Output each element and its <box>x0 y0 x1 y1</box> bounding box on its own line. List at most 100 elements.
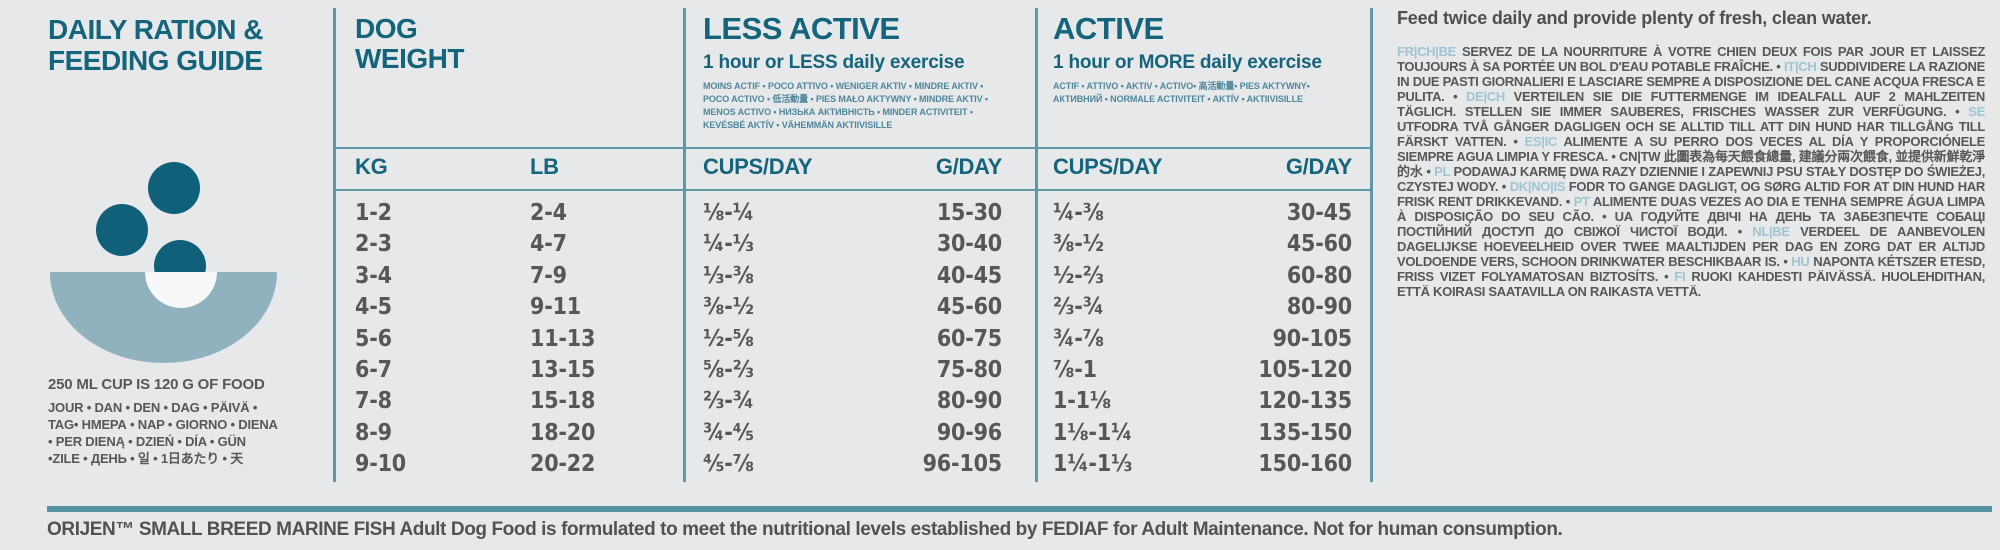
segment-separator: • <box>1506 134 1525 149</box>
table-cell-a_g: 60-80 <box>1286 262 1352 289</box>
active-translations: ACTIF • ATTIVO • AKTIV • ACTIVO• 高活動量• P… <box>1053 81 1310 104</box>
language-text: FODR TO GANGE DAGLIGT, OG SØRG ALTID FOR… <box>1397 179 1986 209</box>
dog-weight-title: DOG WEIGHT <box>355 13 465 75</box>
table-cell-kg: 5-6 <box>355 325 392 352</box>
col-header-kg: KG <box>355 154 388 179</box>
language-text: ALIMENTE DUAS VEZES AO DIA E TENHA SEMPR… <box>1397 194 1985 224</box>
weight-lb-column: 2-4 4-7 7-9 9-11 11-13 13-15 15-18 18-20 20-22 <box>530 198 595 481</box>
less-active-cups-column: ⅛-¼ ¼-⅓ ⅓-⅜ ⅜-½ ½-⅝ ⅝-⅔ ⅔-¾ ¾-⅘ ⅘-⅞ <box>703 198 754 481</box>
table-cell-lb: 4-7 <box>530 231 567 258</box>
table-cell-a_g: 150-160 <box>1258 451 1352 478</box>
active-grams-column: 30-45 45-60 60-80 80-90 90-105 105-120 120-135… <box>1192 198 1352 481</box>
table-cell-la_g: 75-80 <box>936 357 1002 384</box>
language-text: VERDEEL DE AANBEVOLEN DAGELIJKSE HOEVEEL… <box>1397 224 1985 269</box>
less-active-subtitle: 1 hour or LESS daily exercise <box>703 52 965 73</box>
segment-separator: • <box>1946 104 1969 119</box>
active-cups-column: ¼-⅜ ⅜-½ ½-⅔ ⅔-¾ ¾-⅞ ⅞-1 1-1⅛ 1⅛-1¼ 1¼-1⅓ <box>1053 198 1132 481</box>
segment-separator: • <box>1727 224 1753 239</box>
table-cell-lb: 9-11 <box>530 294 581 321</box>
food-bowl-icon <box>50 150 280 365</box>
table-header-bottom-line <box>333 189 1373 191</box>
segment-separator: • <box>1562 194 1574 209</box>
language-text: NAPONTA KÉTSZER ETESD, FRISS VIZET FOLYA… <box>1397 254 1985 284</box>
table-cell-la_cups: ⅝-⅔ <box>703 357 754 384</box>
segment-separator: • <box>1498 179 1510 194</box>
col-header-cups-active: CUPS/DAY <box>1053 154 1163 179</box>
table-cell-a_cups: ¾-⅞ <box>1053 325 1104 352</box>
table-cell-a_g: 80-90 <box>1286 294 1352 321</box>
table-cell-la_cups: ⅓-⅜ <box>703 262 754 289</box>
language-code: HU <box>1791 254 1814 269</box>
segment-separator: • <box>1772 59 1784 74</box>
table-cell-a_cups: ½-⅔ <box>1053 262 1104 289</box>
table-cell-lb: 18-20 <box>530 419 596 446</box>
less-active-grams-column: 15-30 30-40 40-45 45-60 60-75 75-80 80-90 90-96… <box>842 198 1003 481</box>
language-code: DK|NO|IS <box>1509 179 1569 194</box>
table-cell-a_cups: ⅜-½ <box>1053 231 1104 258</box>
segment-separator: • <box>1779 254 1792 269</box>
language-code: ES|IC <box>1524 134 1564 149</box>
table-cell-a_cups: ¼-⅜ <box>1053 200 1104 226</box>
less-active-title: LESS ACTIVE <box>703 11 900 46</box>
segment-separator: • <box>1422 164 1435 179</box>
segment-separator: • <box>1444 89 1467 104</box>
table-cell-a_cups: 1¼-1⅓ <box>1053 451 1133 478</box>
kibble-dot-icon <box>96 204 148 256</box>
col-header-cups-less-active: CUPS/DAY <box>703 154 813 179</box>
table-cell-lb: 7-9 <box>530 262 567 289</box>
language-text: UA ГОДУЙТЕ ДВІЧІ НА ДЕНЬ ТА ЗАБЕЗПЕЧТЕ С… <box>1397 209 1986 239</box>
table-cell-a_cups: 1-1⅛ <box>1053 388 1112 415</box>
language-code: PT <box>1573 194 1593 209</box>
table-cell-la_cups: ⅘-⅞ <box>703 451 754 478</box>
segment-separator: • <box>1658 269 1675 284</box>
table-cell-kg: 1-2 <box>355 200 392 226</box>
table-cell-kg: 8-9 <box>355 419 392 446</box>
language-text: ALIMENTE A SU PERRO DOS VECES AL DÍA Y P… <box>1397 134 1986 164</box>
footer-disclaimer: ORIJEN™ SMALL BREED MARINE FISH Adult Do… <box>47 519 1563 540</box>
bowl-icon <box>50 272 277 363</box>
divider-vertical-right <box>1370 8 1373 482</box>
bowl-notch <box>145 272 217 308</box>
divider-vertical-lessactive-active <box>1035 8 1038 482</box>
table-cell-lb: 20-22 <box>530 451 596 478</box>
table-cell-la_g: 96-105 <box>922 451 1003 478</box>
language-text: RUOKI KAHDESTI PÄIVÄSSÄ. HUOLEHDITHAN, E… <box>1397 269 1986 299</box>
table-cell-a_g: 45-60 <box>1286 231 1352 258</box>
table-cell-la_g: 90-96 <box>936 419 1002 446</box>
divider-vertical-weight-lessactive <box>683 8 686 482</box>
table-cell-kg: 3-4 <box>355 262 392 289</box>
kibble-dot-clipped <box>152 240 210 272</box>
table-cell-kg: 6-7 <box>355 357 392 384</box>
language-code: DE|CH <box>1466 89 1514 104</box>
col-header-lb: LB <box>530 154 559 179</box>
cup-size-note: 250 ML CUP IS 120 G OF FOOD <box>48 376 265 393</box>
language-code: FI <box>1674 269 1692 284</box>
weight-kg-column: 1-2 2-3 3-4 4-5 5-6 6-7 7-8 8-9 9-10 <box>355 198 406 481</box>
language-code: NL|BE <box>1752 224 1801 239</box>
table-cell-a_g: 135-150 <box>1258 419 1352 446</box>
table-cell-la_cups: ⅜-½ <box>703 294 754 321</box>
table-cell-lb: 15-18 <box>530 388 596 415</box>
col-header-grams-active: G/DAY <box>1285 154 1352 179</box>
table-cell-a_cups: 1⅛-1¼ <box>1053 419 1133 446</box>
table-cell-lb: 13-15 <box>530 357 596 384</box>
language-code: IT|CH <box>1784 59 1820 74</box>
feeding-instruction-headline: Feed twice daily and provide plenty of f… <box>1397 8 1872 28</box>
language-code: SE <box>1968 104 1985 119</box>
language-text: VERTEILEN SIE DIE FUTTERMENGE IM IDEALFA… <box>1397 89 1985 119</box>
language-text: CN|TW 此圖表為每天餵食總量, 建議分兩次餵食, 並提供新鮮乾淨的水 <box>1397 149 1986 179</box>
table-cell-la_g: 80-90 <box>936 388 1002 415</box>
table-cell-la_cups: ½-⅝ <box>703 325 754 352</box>
table-cell-lb: 11-13 <box>530 325 596 352</box>
table-cell-a_g: 30-45 <box>1286 200 1352 226</box>
segment-separator: • <box>1593 209 1615 224</box>
table-cell-la_cups: ⅛-¼ <box>703 200 754 226</box>
table-cell-la_cups: ⅔-¾ <box>703 388 754 415</box>
kibble-dot-icon <box>154 240 206 272</box>
table-cell-la_g: 15-30 <box>936 200 1002 226</box>
divider-vertical-left <box>333 8 336 482</box>
page-title: DAILY RATION & FEEDING GUIDE <box>48 14 263 77</box>
col-header-grams-less-active: G/DAY <box>935 154 1002 179</box>
table-cell-kg: 7-8 <box>355 388 392 415</box>
